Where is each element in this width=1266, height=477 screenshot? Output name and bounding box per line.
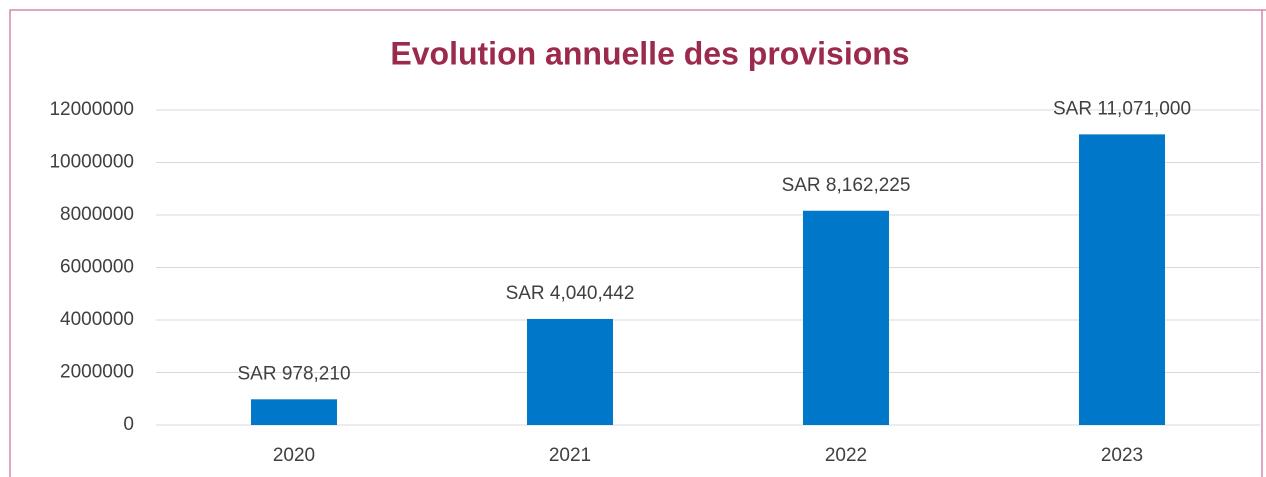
x-tick-label: 2021 (549, 445, 591, 466)
value-label: SAR 4,040,442 (506, 283, 635, 304)
y-tick-label: 4000000 (60, 309, 134, 330)
chart-title: Evolution annuelle des provisions (390, 35, 909, 71)
y-tick-label: 2000000 (60, 362, 134, 383)
value-label: SAR 8,162,225 (782, 175, 911, 196)
y-tick-label: 0 (123, 414, 134, 435)
y-tick-label: 6000000 (60, 257, 134, 278)
bar (1079, 134, 1165, 426)
value-label: SAR 978,210 (237, 363, 350, 384)
x-tick-label: 2020 (273, 445, 315, 466)
value-label: SAR 11,071,000 (1053, 98, 1191, 119)
bar (527, 318, 613, 425)
x-tick-label: 2023 (1101, 445, 1143, 466)
frame (9, 9, 1266, 477)
bar (251, 399, 337, 425)
y-tick-label: 12000000 (49, 99, 134, 120)
x-tick-label: 2022 (825, 445, 867, 466)
y-tick-label: 8000000 (60, 204, 134, 225)
y-tick-label: 10000000 (49, 152, 134, 173)
bar (803, 210, 889, 425)
